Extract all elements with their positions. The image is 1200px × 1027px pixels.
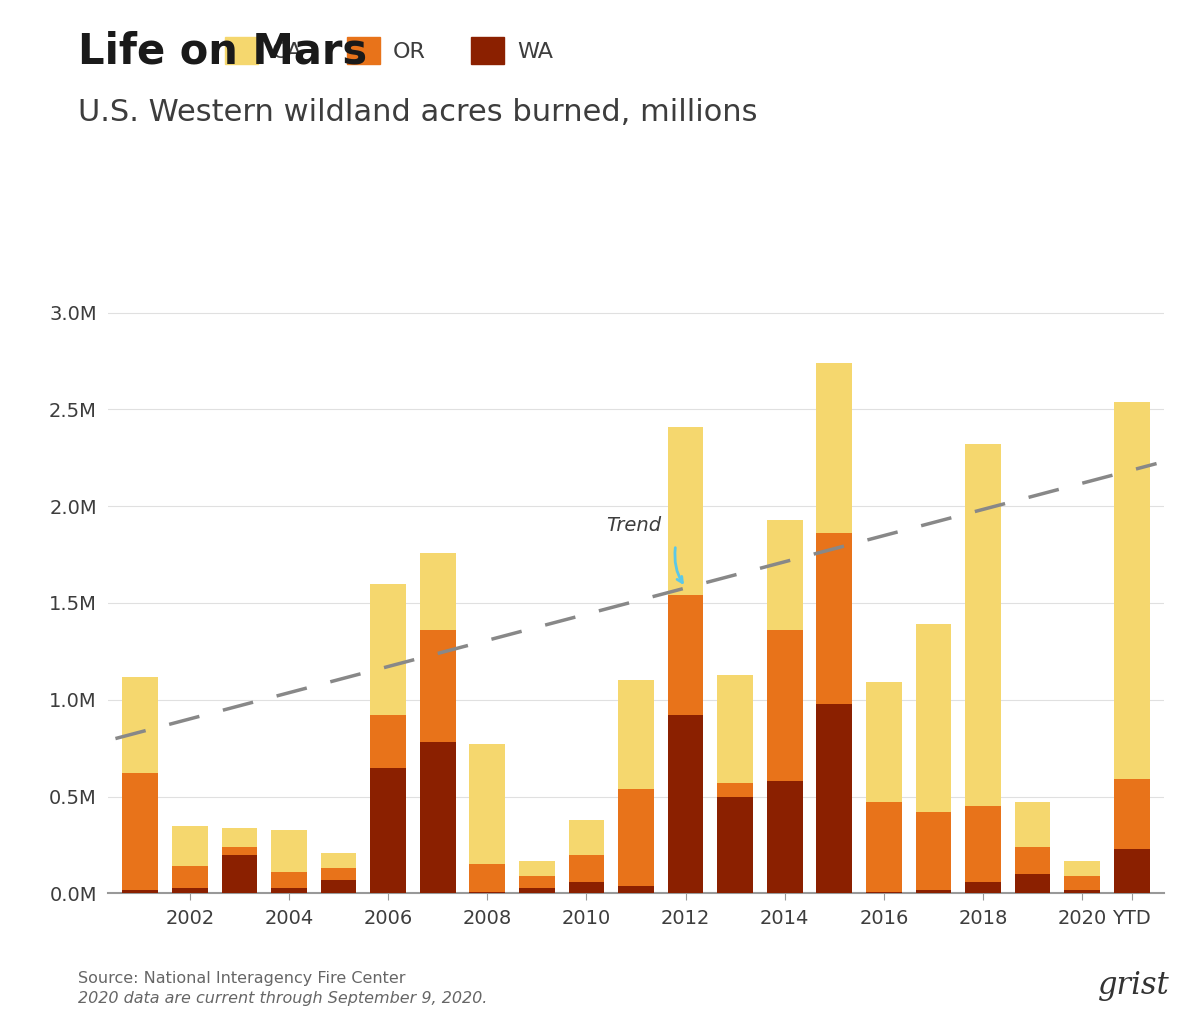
Bar xyxy=(1064,876,1100,889)
Bar xyxy=(1015,802,1050,847)
Bar xyxy=(1064,889,1100,893)
Bar xyxy=(420,743,456,893)
Bar xyxy=(866,682,901,802)
Bar xyxy=(469,745,505,865)
Text: Life on Mars: Life on Mars xyxy=(78,31,367,73)
Bar xyxy=(1064,861,1100,876)
Bar xyxy=(718,797,754,893)
Bar xyxy=(618,681,654,789)
Bar xyxy=(965,882,1001,893)
Bar xyxy=(271,830,307,872)
Bar xyxy=(1015,874,1050,893)
Text: Source: National Interagency Fire Center: Source: National Interagency Fire Center xyxy=(78,971,406,986)
Bar xyxy=(569,820,605,854)
Text: Trend: Trend xyxy=(606,517,661,535)
Bar xyxy=(866,802,901,891)
Bar xyxy=(320,880,356,893)
Bar xyxy=(122,677,158,773)
Bar xyxy=(916,624,952,812)
Bar xyxy=(271,887,307,893)
Bar xyxy=(222,828,257,847)
Bar xyxy=(371,767,406,893)
Text: grist: grist xyxy=(1098,971,1170,1001)
Bar xyxy=(122,773,158,889)
Text: 2020 data are current through September 9, 2020.: 2020 data are current through September … xyxy=(78,991,487,1006)
Bar xyxy=(222,847,257,854)
Bar xyxy=(569,854,605,882)
Bar xyxy=(222,854,257,893)
Bar xyxy=(718,675,754,784)
Bar xyxy=(420,553,456,631)
Bar xyxy=(518,876,554,887)
Bar xyxy=(718,784,754,797)
Bar xyxy=(320,868,356,880)
Bar xyxy=(916,889,952,893)
Bar xyxy=(271,872,307,887)
Bar xyxy=(420,631,456,743)
Bar xyxy=(965,445,1001,806)
Bar xyxy=(172,826,208,867)
Bar xyxy=(767,520,803,631)
Text: U.S. Western wildland acres burned, millions: U.S. Western wildland acres burned, mill… xyxy=(78,98,757,126)
Bar xyxy=(767,631,803,782)
Bar xyxy=(1114,779,1150,849)
Bar xyxy=(569,882,605,893)
Bar xyxy=(1015,847,1050,874)
Bar xyxy=(371,583,406,716)
Bar xyxy=(469,865,505,891)
Bar xyxy=(172,867,208,887)
Bar xyxy=(816,533,852,703)
Bar xyxy=(618,789,654,885)
Bar xyxy=(320,852,356,868)
Bar xyxy=(667,427,703,596)
Bar xyxy=(469,891,505,893)
Bar xyxy=(816,363,852,533)
Bar xyxy=(816,703,852,893)
Bar xyxy=(667,596,703,716)
Bar xyxy=(866,891,901,893)
Bar xyxy=(371,716,406,767)
Bar xyxy=(518,861,554,876)
Bar xyxy=(1114,849,1150,893)
Bar xyxy=(767,782,803,893)
Bar xyxy=(1114,402,1150,779)
Bar xyxy=(172,887,208,893)
Bar xyxy=(965,806,1001,882)
Bar xyxy=(122,889,158,893)
Bar xyxy=(518,887,554,893)
Legend: CA, OR, WA: CA, OR, WA xyxy=(224,37,553,64)
Bar xyxy=(667,716,703,893)
Bar xyxy=(916,812,952,889)
Bar xyxy=(618,885,654,893)
